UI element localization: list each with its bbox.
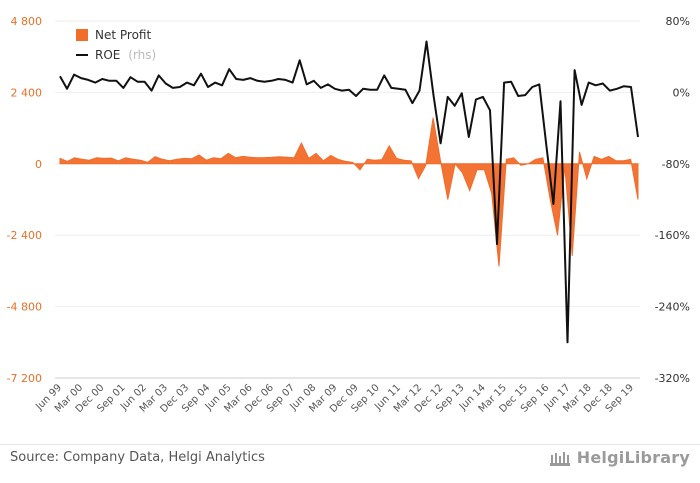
roe-line <box>59 40 639 344</box>
left-tick-label: -4 800 <box>7 301 42 314</box>
left-tick-label: 2 400 <box>11 86 43 99</box>
right-tick-label: 80% <box>666 15 690 28</box>
left-tick-label: -2 400 <box>7 229 42 242</box>
right-tick-label: -160% <box>655 229 690 242</box>
brand-name: HelgiLibrary <box>576 448 690 467</box>
left-tick-label: -7 200 <box>7 372 42 385</box>
left-tick-label: 4 800 <box>11 15 43 28</box>
source-note: Source: Company Data, Helgi Analytics <box>10 450 265 465</box>
right-tick-label: 0% <box>673 86 690 99</box>
right-axis-ticks: 80% 0% -80% -160% -240% -320% <box>655 15 690 385</box>
right-tick-label: -240% <box>655 301 690 314</box>
brand-logo[interactable]: HelgiLibrary <box>549 448 690 467</box>
footer-divider <box>0 444 700 445</box>
net-profit-area <box>59 117 639 267</box>
left-axis-ticks: 4 800 2 400 0 -2 400 -4 800 -7 200 <box>7 15 42 385</box>
legend-label-net-profit: Net Profit <box>95 28 151 42</box>
right-tick-label: -320% <box>655 372 690 385</box>
legend-label-roe: ROE (rhs) <box>95 48 156 62</box>
legend-roe-note: (rhs) <box>128 48 156 62</box>
legend: Net Profit ROE (rhs) <box>76 28 156 62</box>
legend-roe-name: ROE <box>95 48 120 62</box>
right-tick-label: -80% <box>662 158 690 171</box>
library-icon <box>549 451 570 466</box>
left-tick-label: 0 <box>35 158 42 171</box>
legend-swatch-net-profit <box>76 29 88 41</box>
